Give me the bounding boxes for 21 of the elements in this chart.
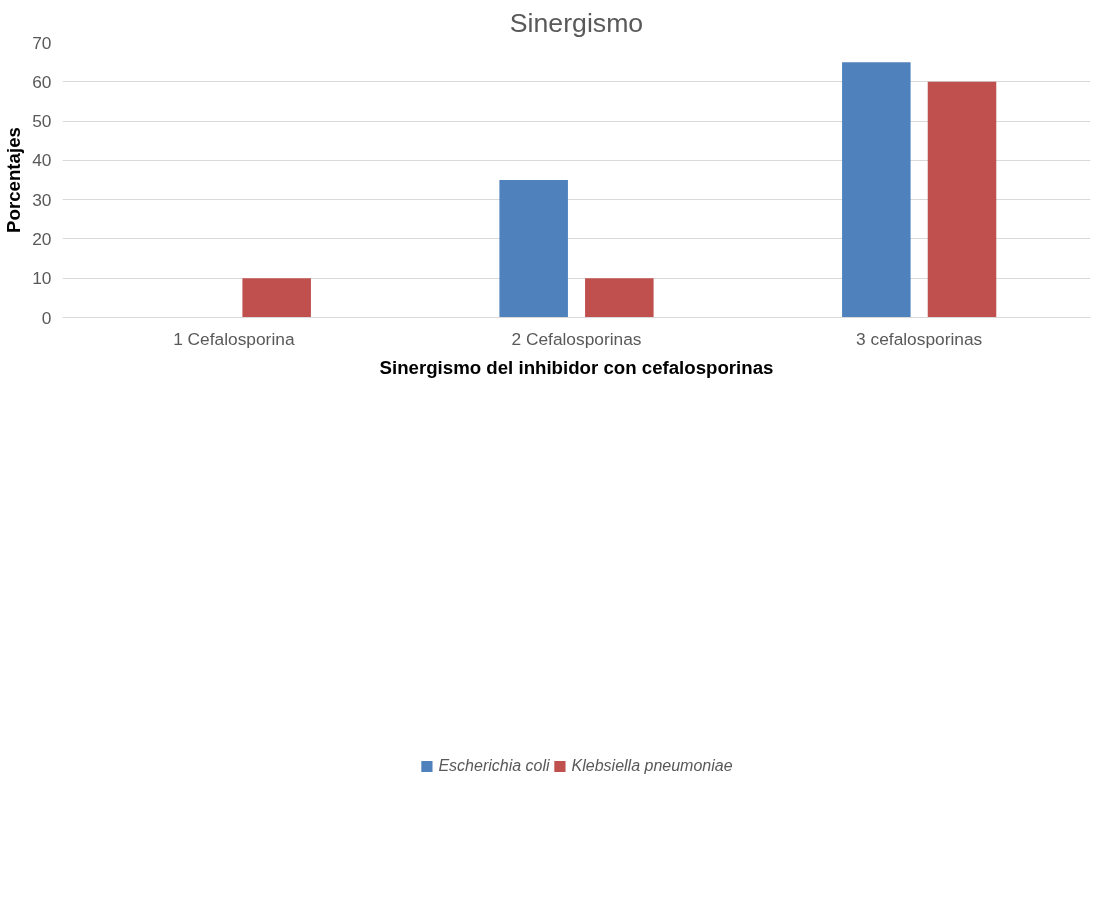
x-tick-label: 3 cefalosporinas (856, 328, 983, 349)
chart-title: Sinergismo (509, 7, 644, 38)
legend-label: Klebsiella pneumoniae (571, 756, 733, 775)
y-tick-label: 60 (32, 71, 52, 92)
y-tick-label: 0 (41, 307, 52, 328)
bar (499, 180, 568, 318)
legend-label: Escherichia coli (438, 756, 550, 775)
y-tick-label: 40 (32, 150, 52, 171)
y-tick-label: 50 (32, 111, 52, 132)
y-tick-label: 70 (32, 32, 52, 53)
x-axis-title: Sinergismo del inhibidor con cefalosporinas (379, 356, 774, 378)
bar (585, 278, 654, 318)
y-tick-label: 20 (32, 228, 52, 249)
x-tick-label: 1 Cefalosporina (173, 328, 295, 349)
x-tick-label: 2 Cefalosporinas (511, 328, 642, 349)
bar (927, 81, 997, 318)
bar (842, 62, 911, 318)
y-axis-title: Porcentajes (3, 127, 25, 233)
y-tick-label: 10 (32, 268, 52, 289)
bar (242, 278, 311, 318)
y-tick-label: 30 (32, 189, 52, 210)
